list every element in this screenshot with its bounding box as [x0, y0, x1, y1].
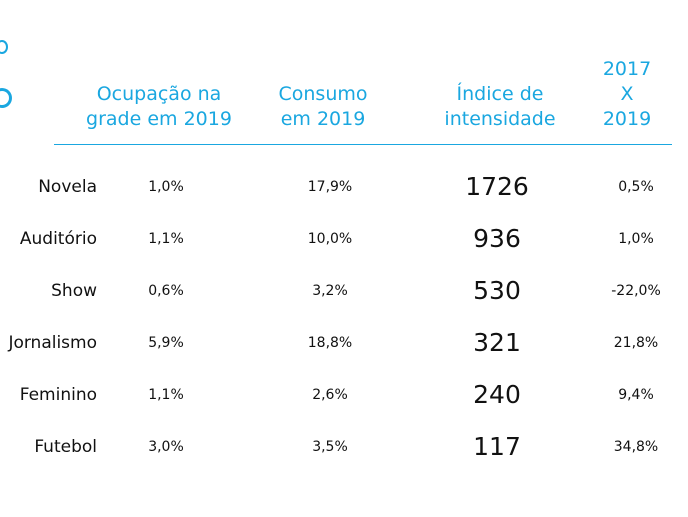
table-row: Auditório 1,1% 10,0% 936 1,0%: [0, 213, 688, 265]
intensity-value: 117: [473, 432, 521, 461]
consumption-value: 2,6%: [312, 387, 348, 403]
consumption-value: 3,5%: [312, 439, 348, 455]
occupation-value: 1,0%: [148, 179, 184, 195]
table-row: Futebol 3,0% 3,5% 117 34,8%: [0, 421, 688, 473]
change-value: 34,8%: [613, 439, 659, 455]
occupation-value: 1,1%: [148, 387, 184, 403]
change-value: 21,8%: [613, 335, 659, 351]
occupation-value: 5,9%: [148, 335, 184, 351]
occupation-value: 1,1%: [148, 231, 184, 247]
cropped-logo-mark: [0, 40, 8, 54]
genre-label: Jornalismo: [8, 333, 97, 353]
table-row: Jornalismo 5,9% 18,8% 321 21,8%: [0, 317, 688, 369]
header-intensity: Índice de intensidade: [444, 83, 556, 130]
genre-label: Novela: [38, 177, 97, 197]
occupation-value: 0,6%: [148, 283, 184, 299]
table-row: Feminino 1,1% 2,6% 240 9,4%: [0, 369, 688, 421]
change-value: 0,5%: [618, 179, 654, 195]
consumption-value: 18,8%: [307, 335, 353, 351]
intensity-value: 530: [473, 276, 521, 305]
header-consumption: Consumo em 2019: [278, 83, 368, 130]
intensity-value: 1726: [465, 172, 529, 201]
intensity-value: 321: [473, 328, 521, 357]
intensity-value: 936: [473, 224, 521, 253]
table-row: Novela 1,0% 17,9% 1726 0,5%: [0, 161, 688, 213]
header-divider: [54, 144, 672, 145]
header-occupation: Ocupação na grade em 2019: [86, 83, 232, 130]
table-row: Show 0,6% 3,2% 530 -22,0%: [0, 265, 688, 317]
intensity-value: 240: [473, 380, 521, 409]
consumption-value: 10,0%: [307, 231, 353, 247]
genre-label: Auditório: [19, 229, 97, 249]
change-value: 9,4%: [618, 387, 654, 403]
genre-label: Futebol: [34, 437, 97, 457]
genre-label: Feminino: [19, 385, 97, 405]
genre-label: Show: [51, 281, 97, 301]
header-change: 2017 X 2019: [602, 58, 652, 130]
cropped-logo-ring: [0, 88, 12, 108]
occupation-value: 3,0%: [148, 439, 184, 455]
consumption-value: 3,2%: [312, 283, 348, 299]
change-value: 1,0%: [618, 231, 654, 247]
change-value: -22,0%: [611, 283, 661, 299]
consumption-value: 17,9%: [307, 179, 353, 195]
